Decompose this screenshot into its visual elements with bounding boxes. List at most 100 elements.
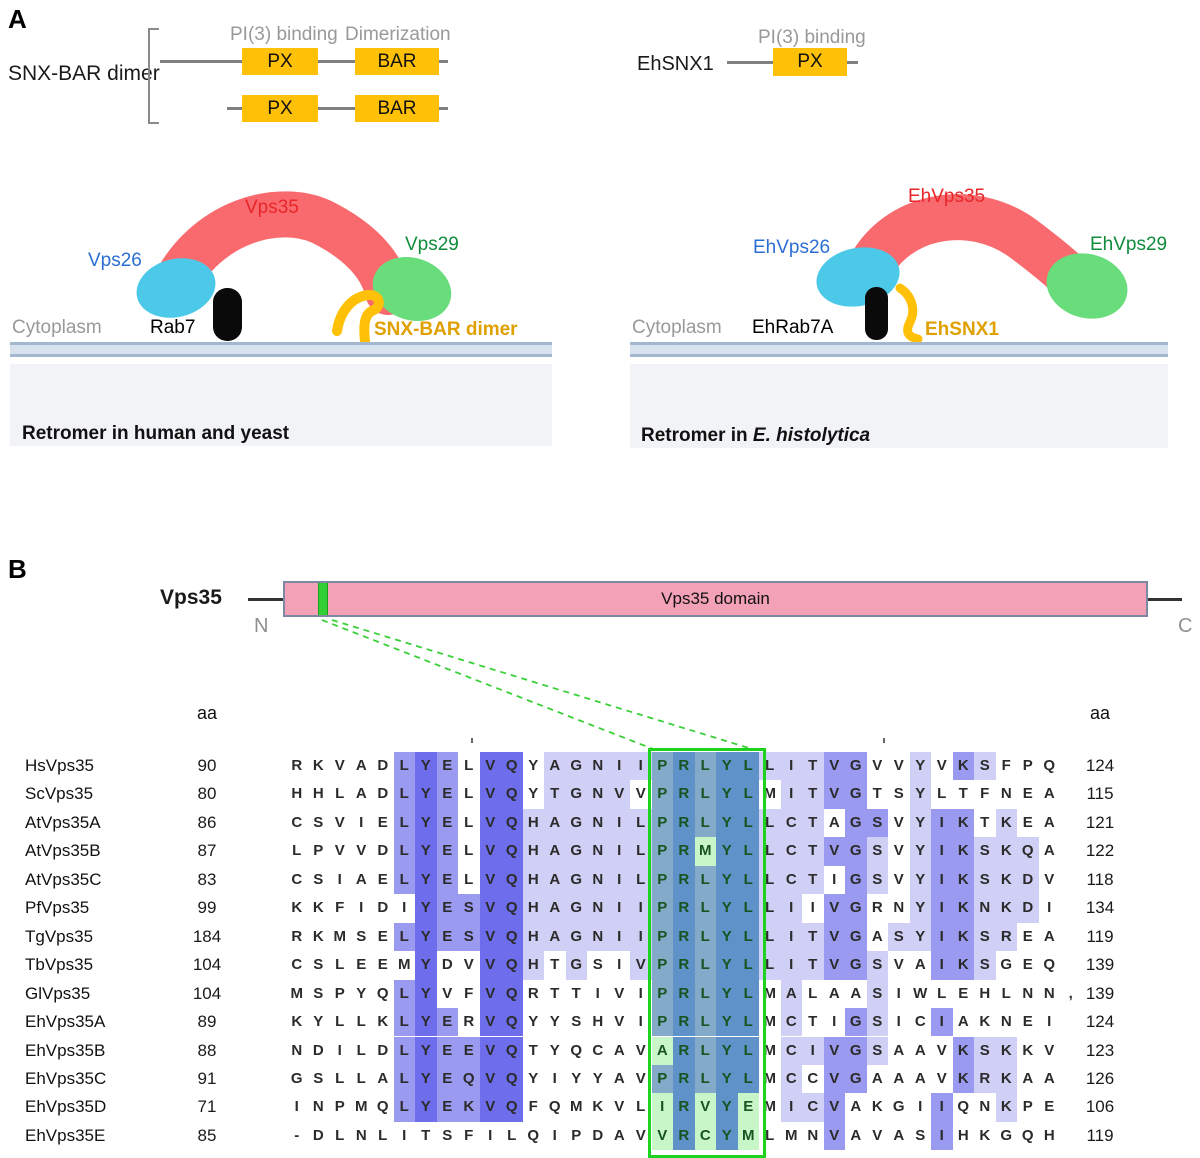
residue-cell: T [550, 956, 560, 974]
residue-cell: R [291, 927, 303, 945]
ehvps29-label: EhVps29 [1090, 234, 1168, 255]
residue-cell: A [914, 1069, 926, 1087]
residue-cell: S [974, 1036, 996, 1065]
residue-cell: C [694, 1121, 716, 1151]
ehsnx1-hook-shape [895, 283, 923, 342]
residue-cell: L [694, 780, 716, 809]
residue-cell: I [638, 1013, 643, 1031]
residue-cell: V [823, 752, 845, 781]
residue-cell: Y [528, 1013, 539, 1031]
residue-cell: E [1044, 1098, 1055, 1116]
residue-cell: L [694, 752, 716, 781]
dashed-line [321, 619, 654, 750]
residue-cell: Y [415, 808, 437, 838]
residue-cell: E [458, 1036, 480, 1065]
residue-cell: P [571, 1126, 582, 1144]
ruler-tick [883, 738, 885, 743]
residue-cell: I [931, 1121, 953, 1151]
residue-cell: L [393, 1064, 415, 1094]
residue-cell: E [958, 984, 969, 1002]
residue-cell: T [808, 1013, 818, 1031]
residue-cell: Y [415, 894, 437, 923]
residue-cell: Y [716, 1121, 738, 1151]
residue-cell: I [931, 837, 953, 866]
retromer-human-yeast-drawing [136, 191, 452, 342]
alignment-row: AtVps35A 86 C S V I E L Y E L V Q H A G N I L P R L Y L L C T A G S V Y… [0, 808, 1200, 838]
residue-cell: K [952, 922, 974, 952]
residue-cell: Y [415, 1008, 437, 1037]
residue-cell: H [522, 894, 544, 923]
residue-cell: M [694, 837, 716, 866]
start-position: 88 [197, 1040, 217, 1060]
residue-cell: I [552, 1126, 557, 1144]
residue-cell: S [571, 1013, 582, 1031]
residue-cell: V [823, 951, 845, 980]
residue-cell: G [845, 808, 867, 838]
retromer-ehistolytica-drawing [816, 194, 1128, 342]
alignment-row: AtVps35C 83 C S I A E L Y E L V Q H A G N I L P R L Y L L C T I G S V Y… [0, 865, 1200, 895]
residue-cell: L [464, 870, 474, 888]
residue-cell: G [845, 1064, 867, 1094]
residue-cell: M [763, 1098, 777, 1116]
residue-cell: S [866, 837, 888, 866]
residue-cell: V [479, 1064, 501, 1094]
residue-cell: P [651, 808, 673, 838]
residue-cell: A [377, 1069, 389, 1087]
residue-cell: N [1000, 785, 1012, 803]
residue-cell: Q [501, 752, 523, 781]
residue-cell: , [1068, 984, 1073, 1002]
residue-cell: M [570, 1098, 583, 1116]
residue-cell: K [952, 865, 974, 895]
start-position: 80 [197, 784, 217, 804]
residue-cell: R [673, 922, 695, 952]
residue-cell: M [763, 1069, 777, 1087]
residue-cell: I [608, 752, 630, 781]
end-position: 139 [1085, 955, 1115, 975]
residue-cell: N [1000, 1013, 1012, 1031]
residue-cell: N [587, 780, 609, 809]
residue-cell: S [313, 813, 324, 831]
residue-cell: E [1022, 1013, 1033, 1031]
end-position: 106 [1085, 1097, 1115, 1117]
residue-cell: Y [909, 780, 931, 809]
residue-cell: P [651, 1064, 673, 1094]
residue-cell: H [522, 922, 544, 952]
aa-header-right: aa [1089, 703, 1111, 723]
residue-cell: Y [415, 752, 437, 781]
residue-cell: R [463, 1013, 475, 1031]
residue-cell: P [313, 842, 324, 860]
alignment-row: EhVps35C 91 G S L L A L Y E Q V Q Y I Y Y A V P R L Y L M C C V G A A A… [0, 1064, 1200, 1094]
residue-cell: Q [501, 894, 523, 923]
residue-cell: L [393, 837, 415, 866]
residue-cell: T [802, 780, 824, 809]
residue-cell: A [1043, 813, 1055, 831]
residue-cell: H [979, 984, 991, 1002]
vps35-label: Vps35 [245, 197, 299, 218]
residue-cell: K [952, 894, 974, 923]
residue-cell: Q [501, 837, 523, 866]
residue-cell: L [630, 808, 652, 838]
residue-cell: I [802, 1036, 824, 1065]
residue-cell: V [936, 1069, 947, 1087]
residue-cell: P [651, 1008, 673, 1037]
residue-cell: V [479, 1008, 501, 1037]
residue-cell: K [291, 899, 303, 917]
residue-cell: G [845, 922, 867, 952]
residue-cell: A [613, 1069, 625, 1087]
residue-cell: R [673, 1121, 695, 1151]
residue-cell: D [377, 899, 389, 917]
residue-cell: G [845, 951, 867, 980]
pi3-binding-annotation: PI(3) binding [230, 24, 338, 45]
residue-cell: V [893, 842, 904, 860]
residue-cell: Y [716, 894, 738, 923]
alignment-row: HsVps35 90 R K V A D L Y E L V Q Y A G N I I P R L Y L L I T V G V V Y V… [0, 752, 1200, 781]
residue-cell: V [614, 1098, 625, 1116]
residue-cell: L [759, 922, 781, 952]
panel-a-label: A [8, 4, 27, 34]
residue-cell: L [636, 1098, 646, 1116]
sequence-name: AtVps35A [25, 812, 101, 832]
residue-cell: C [780, 1008, 802, 1037]
residue-cell: R [673, 951, 695, 980]
